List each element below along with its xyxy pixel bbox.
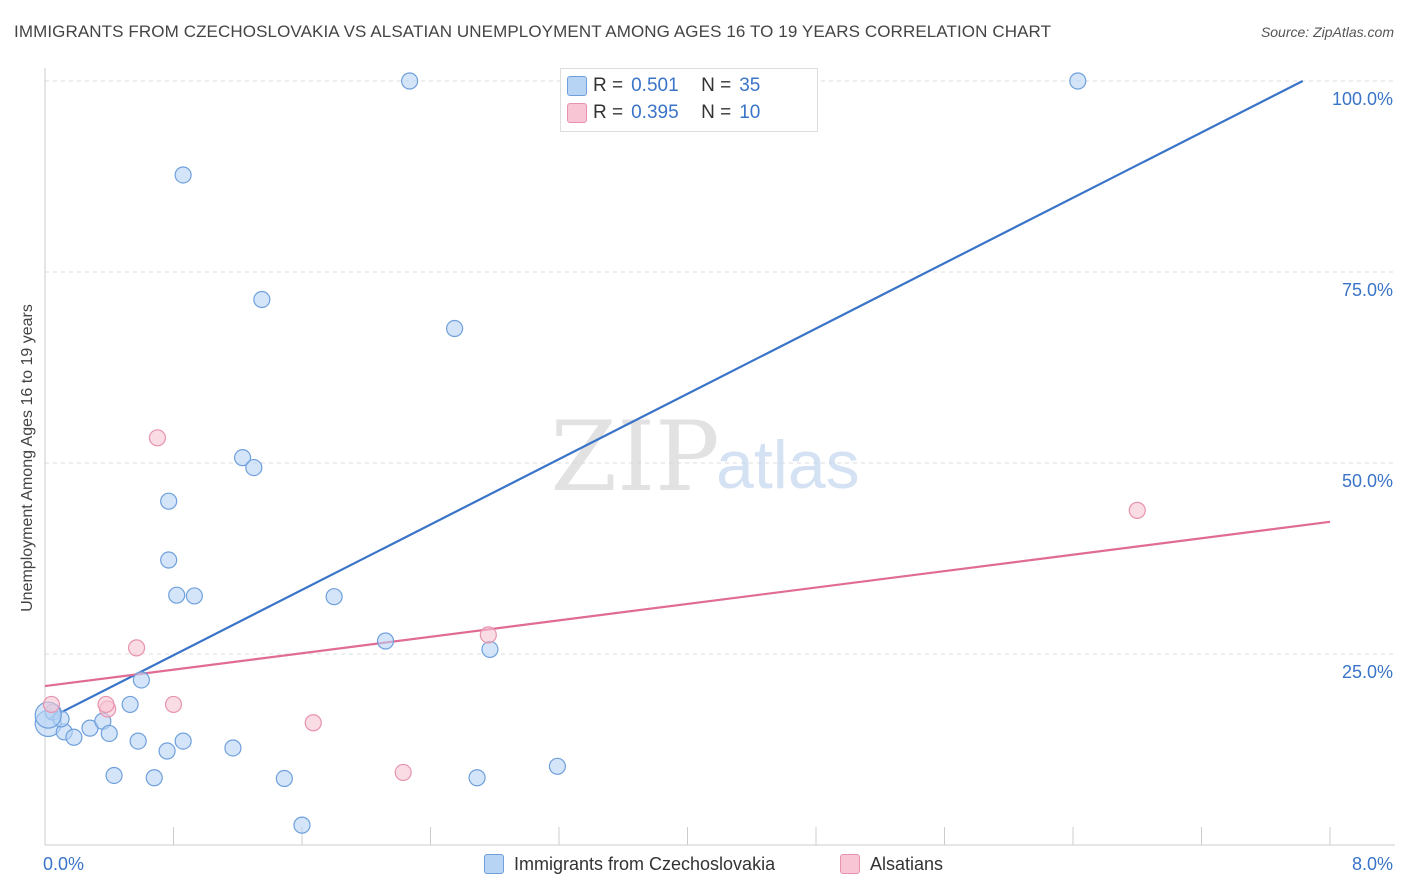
- czech-point: [160, 492, 178, 510]
- czech-point: [105, 766, 123, 785]
- source-credit: Source: ZipAtlas.com: [1260, 24, 1394, 40]
- czech-point: [548, 757, 566, 775]
- trend-line-alsatian: [44, 520, 1331, 688]
- czech-point: [325, 588, 343, 606]
- czech-point: [132, 671, 150, 689]
- alsatian-point: [1128, 501, 1146, 519]
- alsatian-point: [127, 639, 146, 657]
- czech-point: [1069, 72, 1087, 90]
- y-axis-label: Unemployment Among Ages 16 to 19 years: [19, 304, 36, 612]
- legend-czech-label: Immigrants from Czechoslovakia: [514, 853, 776, 874]
- y-tick-label: 25.0%: [1342, 662, 1393, 682]
- alsatian-point: [304, 714, 322, 732]
- czech-point: [293, 816, 311, 834]
- alsatian-point: [479, 626, 497, 644]
- czech-swatch: [567, 76, 587, 96]
- czech-r-value: 0.501: [631, 75, 679, 96]
- alsatian-point: [164, 695, 183, 714]
- x-tick-labels: 0.0% 8.0%: [43, 854, 1393, 874]
- czech-point: [245, 458, 263, 477]
- legend-row-czech: R = 0.501 N = 35: [567, 74, 761, 98]
- czech-point: [468, 769, 486, 787]
- legend-alsatian-label: Alsatians: [870, 853, 944, 874]
- alsatian-r-value: 0.395: [631, 102, 679, 123]
- czech-point: [174, 732, 192, 750]
- legend-row-alsatian: R = 0.395 N = 10: [567, 101, 761, 125]
- legend-item-alsatian: Alsatians: [840, 852, 943, 876]
- czech-point: [275, 769, 293, 788]
- alsatian-swatch: [567, 103, 587, 123]
- x-tick-label-max: 8.0%: [1352, 854, 1393, 874]
- czech-point: [401, 72, 419, 90]
- trend-line-czech: [47, 80, 1304, 720]
- chart-title: IMMIGRANTS FROM CZECHOSLOVAKIA VS ALSATI…: [14, 22, 1052, 41]
- trend-lines: [44, 80, 1331, 720]
- alsatian-n-label: N =: [701, 102, 732, 123]
- czech-n-label: N =: [701, 75, 732, 96]
- czech-n-value: 35: [739, 75, 761, 96]
- czech-point: [233, 449, 252, 467]
- alsatian-n-value: 10: [739, 102, 761, 123]
- y-tick-label: 75.0%: [1342, 280, 1393, 300]
- czech-point: [376, 632, 395, 650]
- y-tick-label: 100.0%: [1332, 89, 1393, 109]
- legend-item-czech: Immigrants from Czechoslovakia: [484, 852, 775, 876]
- czech-point: [224, 739, 242, 757]
- czech-point: [445, 319, 464, 338]
- legend-alsatian-swatch: [840, 854, 860, 874]
- y-tick-label: 50.0%: [1342, 471, 1393, 491]
- alsatian-point: [42, 695, 61, 714]
- y-tick-labels: 25.0% 50.0% 75.0% 100.0%: [1332, 89, 1393, 682]
- alsatian-point: [394, 763, 412, 782]
- legend-czech-swatch: [484, 854, 504, 874]
- czech-point: [168, 586, 186, 604]
- czech-point: [145, 769, 163, 787]
- data-points: [34, 72, 1146, 834]
- czech-point: [121, 695, 139, 714]
- czech-point: [253, 290, 271, 309]
- czech-point: [129, 732, 147, 750]
- czech-point: [65, 728, 83, 746]
- czech-r-label: R =: [593, 75, 624, 96]
- czech-point: [160, 551, 178, 569]
- czech-point: [481, 640, 499, 659]
- alsatian-point: [97, 695, 115, 714]
- alsatian-point: [148, 429, 167, 447]
- watermark: ZIP atlas: [550, 401, 859, 513]
- alsatian-r-label: R =: [593, 102, 624, 123]
- czech-point: [158, 742, 176, 760]
- x-tick-label-min: 0.0%: [43, 854, 84, 874]
- watermark-atlas: atlas: [716, 427, 860, 503]
- czech-point: [100, 724, 118, 743]
- legend-stats: R = 0.501 N = 35 R = 0.395 N = 10: [560, 68, 818, 132]
- watermark-zip: ZIP: [550, 401, 719, 513]
- gridlines: [45, 80, 1395, 655]
- czech-point: [174, 166, 192, 184]
- czech-point: [185, 587, 203, 605]
